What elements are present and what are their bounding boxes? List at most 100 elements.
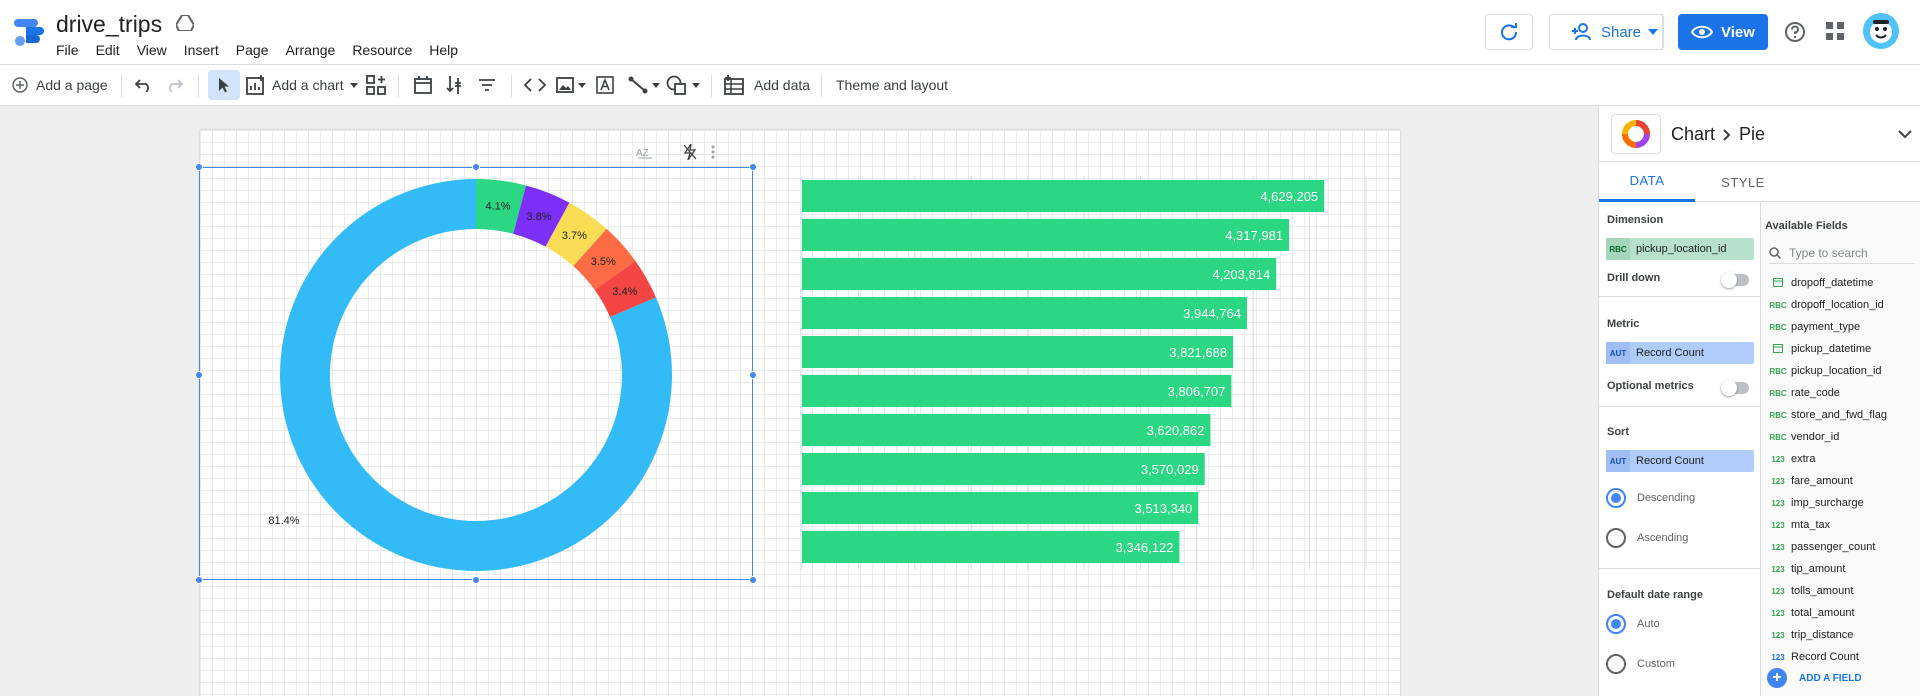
field-item[interactable]: 123 extra [1765, 448, 1815, 470]
field-name: pickup_datetime [1791, 343, 1872, 355]
optimize-icon[interactable] [683, 144, 697, 160]
tab-data[interactable]: DATA [1599, 162, 1695, 202]
crumb-chart[interactable]: Chart [1671, 124, 1716, 144]
field-item[interactable]: RBC store_and_fwd_flag [1765, 404, 1887, 426]
image-button[interactable] [556, 65, 586, 105]
pie-slice[interactable] [573, 228, 636, 291]
resize-handle[interactable] [472, 576, 480, 584]
field-item[interactable]: 123 imp_surcharge [1765, 492, 1863, 514]
undo-button[interactable] [134, 65, 152, 105]
menu-view[interactable]: View [136, 42, 167, 58]
resize-handle[interactable] [195, 576, 203, 584]
field-item[interactable]: RBC dropoff_location_id [1765, 294, 1883, 316]
bar[interactable] [802, 297, 1247, 329]
bar[interactable] [802, 531, 1180, 563]
menu-resource[interactable]: Resource [352, 42, 413, 58]
resize-handle[interactable] [472, 163, 480, 171]
bar[interactable] [802, 336, 1234, 368]
chevron-down-icon[interactable] [1897, 126, 1913, 142]
sort-chip[interactable]: AUT Record Count [1606, 450, 1754, 472]
field-item[interactable]: dropoff_datetime [1765, 272, 1873, 294]
resize-handle[interactable] [195, 371, 203, 379]
pie-slice[interactable] [513, 185, 570, 247]
bar[interactable] [802, 492, 1199, 524]
line-button[interactable] [628, 65, 660, 105]
optional-metrics-toggle[interactable] [1721, 380, 1749, 396]
dimension-chip[interactable]: RBC pickup_location_id [1606, 238, 1754, 260]
resize-handle[interactable] [195, 163, 203, 171]
add-data-button[interactable]: Add data [724, 65, 810, 105]
drill-down-toggle[interactable] [1721, 272, 1749, 288]
text-box-button[interactable] [596, 65, 614, 105]
bar[interactable] [802, 180, 1325, 212]
menu-page[interactable]: Page [235, 42, 269, 58]
user-avatar[interactable] [1863, 13, 1899, 49]
field-item[interactable]: 123 trip_distance [1765, 624, 1853, 646]
apps-grid-icon[interactable] [1826, 22, 1844, 40]
field-item[interactable]: 123 mta_tax [1765, 514, 1830, 536]
resize-handle[interactable] [749, 371, 757, 379]
bar-value-label: 4,317,981 [1225, 228, 1283, 243]
field-search[interactable]: Type to search [1769, 242, 1915, 264]
field-item[interactable]: 123 total_amount [1765, 602, 1854, 624]
filter-control-button[interactable] [478, 65, 496, 105]
bar[interactable] [802, 219, 1290, 251]
sort-control-button[interactable] [446, 65, 462, 105]
menu-file[interactable]: File [56, 42, 79, 58]
chart-type-picker[interactable] [1611, 114, 1661, 154]
field-item[interactable]: 123 fare_amount [1765, 470, 1852, 492]
field-item[interactable]: RBC vendor_id [1765, 426, 1839, 448]
share-label: Share [1600, 23, 1642, 41]
tab-style[interactable]: STYLE [1721, 174, 1765, 190]
sort-az-icon[interactable]: AZ [636, 145, 654, 159]
resize-handle[interactable] [749, 576, 757, 584]
theme-layout-button[interactable]: Theme and layout [836, 65, 948, 105]
embed-code-button[interactable] [524, 65, 546, 105]
help-icon[interactable] [1784, 21, 1806, 43]
code-icon [524, 78, 546, 92]
field-item[interactable]: pickup_datetime [1765, 338, 1871, 360]
add-field-button[interactable]: + ADD A FIELD [1767, 668, 1862, 688]
caret-down-icon [692, 82, 700, 88]
add-page-button[interactable]: Add a page [12, 65, 108, 105]
field-item[interactable]: 123 passenger_count [1765, 536, 1875, 558]
pie-slice[interactable] [545, 202, 607, 267]
date-range-control-button[interactable] [414, 65, 432, 105]
looker-studio-logo-icon[interactable] [12, 14, 46, 48]
field-item[interactable]: 123 tolls_amount [1765, 580, 1853, 602]
bar[interactable] [802, 414, 1211, 446]
descending-radio[interactable] [1606, 488, 1626, 508]
bar[interactable] [802, 375, 1232, 407]
auto-radio[interactable] [1606, 614, 1626, 634]
field-item[interactable]: RBC pickup_location_id [1765, 360, 1881, 382]
ascending-radio[interactable] [1606, 528, 1626, 548]
more-vert-icon[interactable] [711, 145, 715, 159]
select-tool-button[interactable] [208, 70, 240, 100]
field-item[interactable]: RBC payment_type [1765, 316, 1860, 338]
metric-chip[interactable]: AUT Record Count [1606, 342, 1754, 364]
pie-slice[interactable] [476, 179, 526, 234]
shape-button[interactable] [666, 65, 700, 105]
pie-chart[interactable]: 4.1% 3.8% 3.7% 3.5% 3.4% 81.4% [200, 168, 752, 580]
field-item[interactable]: 123 Record Count [1765, 646, 1859, 668]
view-button[interactable]: View [1678, 14, 1768, 50]
share-dropdown-button[interactable] [1642, 14, 1664, 50]
bar[interactable] [802, 258, 1277, 290]
menu-edit[interactable]: Edit [95, 42, 120, 58]
bar[interactable] [802, 453, 1205, 485]
redo-button[interactable] [166, 65, 184, 105]
bar-chart[interactable]: 4,629,205 4,317,981 4,203,814 3,944,764 3,82… [800, 176, 1370, 572]
add-chart-button[interactable]: Add a chart [246, 65, 358, 105]
menu-arrange[interactable]: Arrange [285, 42, 336, 58]
menu-help[interactable]: Help [429, 42, 459, 58]
field-item[interactable]: RBC rate_code [1765, 382, 1840, 404]
share-button[interactable]: Share [1549, 14, 1663, 50]
pie-slice[interactable] [594, 260, 656, 318]
custom-radio[interactable] [1606, 654, 1626, 674]
resize-handle[interactable] [749, 163, 757, 171]
report-title[interactable]: drive_trips [56, 11, 163, 37]
refresh-button[interactable] [1485, 14, 1533, 50]
menu-insert[interactable]: Insert [183, 42, 219, 58]
field-item[interactable]: 123 tip_amount [1765, 558, 1845, 580]
add-control-button[interactable] [366, 65, 386, 105]
